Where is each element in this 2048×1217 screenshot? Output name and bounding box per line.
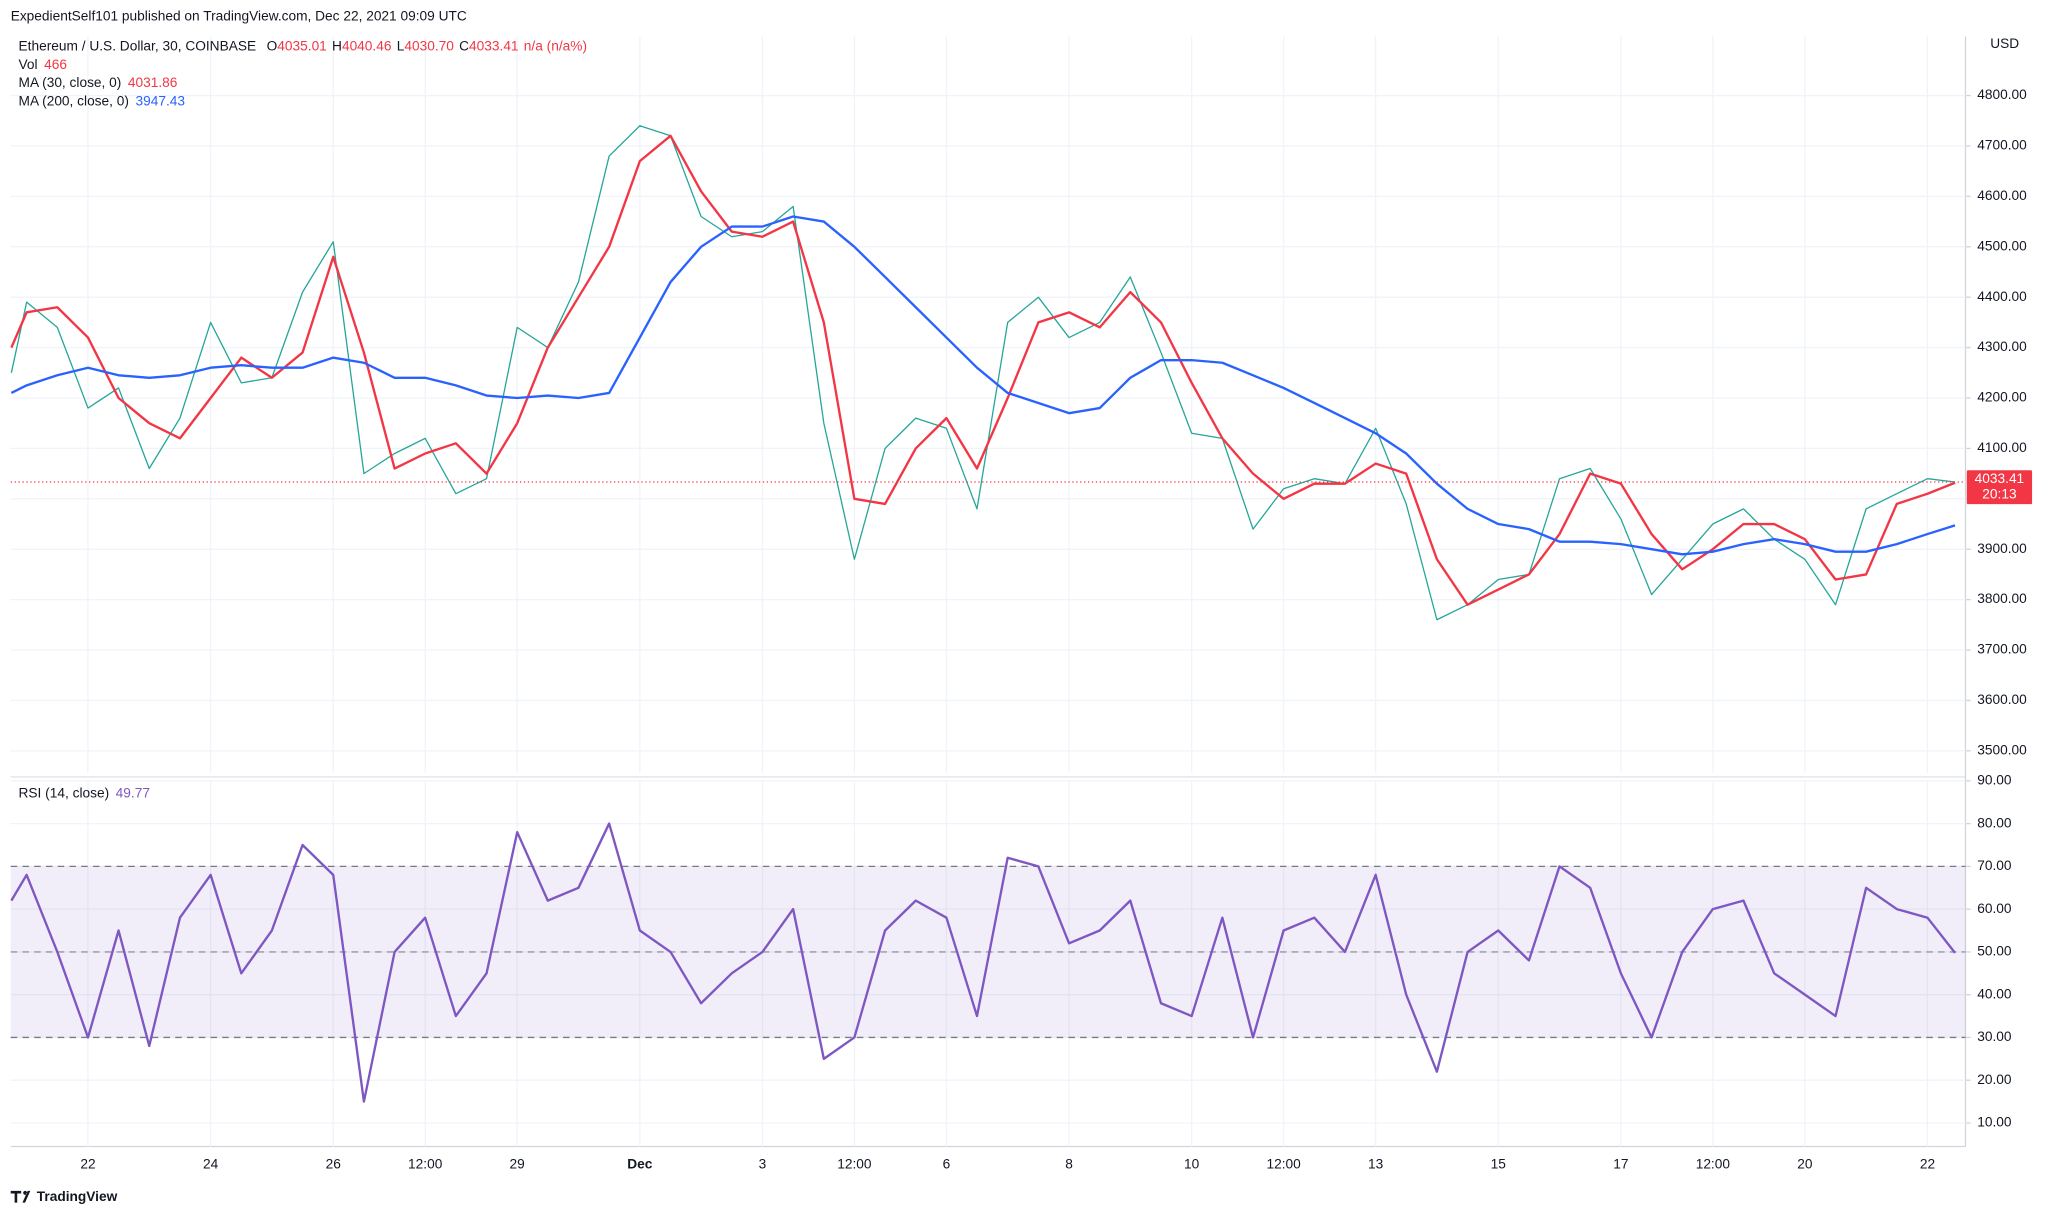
y-tick-label: 4500.00 bbox=[1977, 238, 2027, 253]
legend-text: C bbox=[459, 39, 469, 54]
y-tick-label: 70.00 bbox=[1977, 858, 2012, 873]
x-tick-label: 26 bbox=[326, 1156, 342, 1171]
x-tick-label: 29 bbox=[510, 1156, 525, 1171]
legend-text: O bbox=[267, 39, 278, 54]
indicator-line bbox=[10, 822, 1956, 1103]
legend-text: RSI (14, close) bbox=[19, 786, 110, 801]
legend-text: L bbox=[397, 39, 405, 54]
byline: ExpedientSelf101 published on TradingVie… bbox=[11, 9, 467, 24]
legend-text: 4040.46 bbox=[342, 39, 392, 54]
indicator-line bbox=[10, 134, 1956, 606]
x-tick-label: 24 bbox=[203, 1156, 219, 1171]
y-tick-label: 4300.00 bbox=[1977, 339, 2027, 354]
brand: TradingView bbox=[37, 1189, 118, 1204]
legend-text: n/a (n/a%) bbox=[524, 39, 587, 54]
legend-text: 4035.01 bbox=[277, 39, 327, 54]
legend-text: Ethereum / U.S. Dollar, 30, COINBASE bbox=[19, 39, 257, 54]
legend-text: 4031.86 bbox=[128, 75, 178, 90]
countdown: 20:13 bbox=[1982, 487, 2017, 502]
y-tick-label: 4400.00 bbox=[1977, 289, 2027, 304]
y-tick-label: 90.00 bbox=[1977, 772, 2012, 787]
legend-text: 466 bbox=[44, 57, 67, 72]
x-tick-label: 22 bbox=[1920, 1156, 1935, 1171]
x-tick-label: 15 bbox=[1491, 1156, 1507, 1171]
indicator-line bbox=[10, 215, 1956, 556]
x-tick-label: 8 bbox=[1065, 1156, 1073, 1171]
legend-text: 4033.41 bbox=[469, 39, 519, 54]
currency: USD bbox=[1990, 36, 2019, 51]
y-tick-label: 60.00 bbox=[1977, 901, 2012, 916]
grid bbox=[10, 36, 1966, 1147]
x-tick-label: 22 bbox=[80, 1156, 95, 1171]
y-tick-label: 20.00 bbox=[1977, 1072, 2012, 1087]
y-tick-label: 4200.00 bbox=[1977, 390, 2027, 405]
brand-logo bbox=[10, 1190, 31, 1203]
y-tick-label: 3600.00 bbox=[1977, 692, 2027, 707]
y-tick-label: 3900.00 bbox=[1977, 541, 2027, 556]
y-tick-label: 80.00 bbox=[1977, 815, 2012, 830]
last-price: 4033.41 bbox=[1975, 471, 2025, 486]
y-tick-label: 3500.00 bbox=[1977, 742, 2027, 757]
last-price-box bbox=[1966, 470, 2033, 505]
y-tick-label: 40.00 bbox=[1977, 986, 2012, 1001]
legend-text: 3947.43 bbox=[136, 93, 186, 108]
y-tick-label: 4700.00 bbox=[1977, 138, 2027, 153]
y-tick-label: 3800.00 bbox=[1977, 591, 2027, 606]
x-tick-label: 13 bbox=[1368, 1156, 1384, 1171]
x-tick-label: 20 bbox=[1797, 1156, 1813, 1171]
y-tick-label: 3700.00 bbox=[1977, 642, 2027, 657]
x-tick-label: 12:00 bbox=[1696, 1156, 1731, 1171]
legend-text: 49.77 bbox=[116, 786, 150, 801]
legend-text: H bbox=[332, 39, 342, 54]
legend-text: 4030.70 bbox=[404, 39, 454, 54]
x-tick-label: Dec bbox=[627, 1156, 653, 1171]
y-tick-label: 4100.00 bbox=[1977, 440, 2027, 455]
legend-text: MA (30, close, 0) bbox=[19, 75, 122, 90]
legend-text: Vol bbox=[19, 57, 38, 72]
x-tick-label: 17 bbox=[1613, 1156, 1628, 1171]
x-tick-label: 6 bbox=[943, 1156, 951, 1171]
y-tick-label: 30.00 bbox=[1977, 1029, 2012, 1044]
x-tick-label: 12:00 bbox=[1266, 1156, 1301, 1171]
y-tick-label: 50.00 bbox=[1977, 944, 2012, 959]
legend-text: MA (200, close, 0) bbox=[19, 93, 129, 108]
y-tick-label: 4800.00 bbox=[1977, 87, 2027, 102]
x-tick-label: 3 bbox=[759, 1156, 767, 1171]
x-tick-label: 12:00 bbox=[837, 1156, 872, 1171]
y-tick-label: 10.00 bbox=[1977, 1115, 2012, 1130]
x-tick-label: 12:00 bbox=[408, 1156, 443, 1171]
x-tick-label: 10 bbox=[1184, 1156, 1200, 1171]
y-tick-label: 4600.00 bbox=[1977, 188, 2027, 203]
price-line bbox=[10, 125, 1956, 621]
